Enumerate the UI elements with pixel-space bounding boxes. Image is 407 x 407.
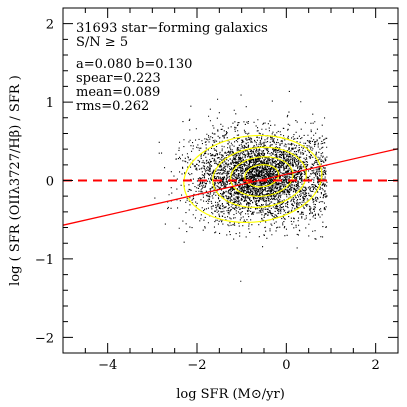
annotation-rms: rms=0.262 (76, 99, 149, 114)
x-tick-label: −2 (187, 358, 206, 373)
y-tick-label: −1 (35, 253, 54, 268)
x-axis-label: log SFR (M⊙/yr) (176, 387, 285, 402)
annotation-block: 31693 star−forming galaxics S/N ≥ 5 a=0.… (76, 21, 268, 114)
x-tick-label: 0 (282, 358, 290, 373)
x-tick-label: 2 (372, 358, 380, 373)
density-contour-1 (183, 134, 323, 224)
density-contour-2 (212, 146, 307, 208)
y-tick-label: 2 (46, 18, 54, 33)
annotation-spearman: spear=0.223 (76, 71, 161, 86)
reference-lines (62, 148, 399, 226)
y-axis-label: log ( SFR (OIIλ3727/Hβ) / SFR ) (8, 75, 23, 286)
tick-marks (62, 8, 399, 353)
annotation-sample-size: 31693 star−forming galaxics (76, 21, 268, 36)
fit-line (62, 148, 399, 226)
tick-labels: −4 −2 0 2 −2 −1 0 1 2 (35, 18, 380, 373)
density-contour-4 (244, 164, 280, 188)
y-tick-label: 1 (46, 96, 54, 111)
axis-ticks (62, 8, 399, 353)
y-tick-label: 0 (46, 175, 54, 190)
y-tick-label: −2 (35, 331, 54, 346)
annotation-mean: mean=0.089 (76, 85, 160, 100)
annotation-fit-coefficients: a=0.080 b=0.130 (76, 57, 192, 72)
annotation-signal-to-noise: S/N ≥ 5 (76, 35, 128, 50)
x-tick-label: −4 (98, 358, 117, 373)
